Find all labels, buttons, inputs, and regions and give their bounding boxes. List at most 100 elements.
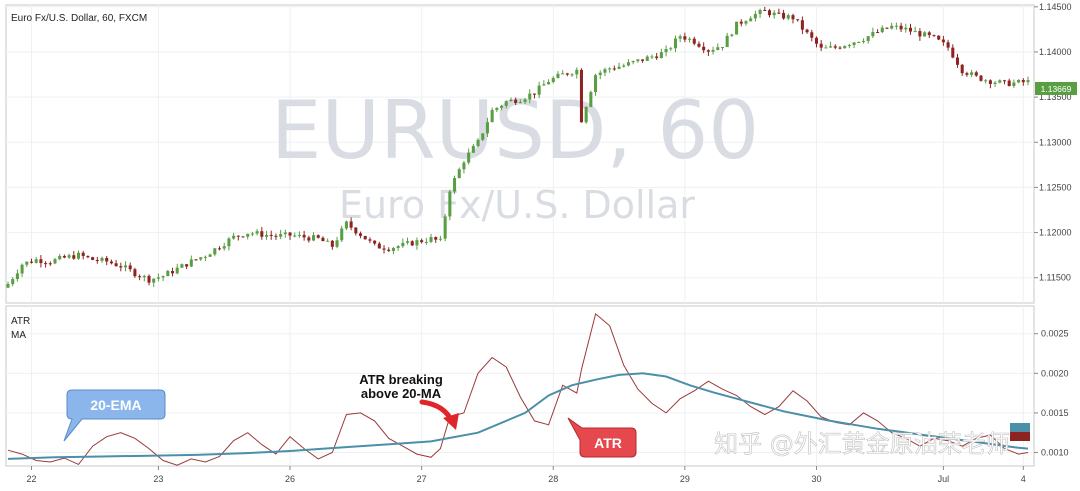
candle-up	[725, 35, 729, 48]
candle-down	[927, 32, 931, 36]
candle-up	[984, 80, 988, 82]
x-tick-label: 30	[811, 474, 821, 484]
candle-down	[114, 263, 118, 267]
candle-up	[528, 93, 532, 100]
watermark-description: Euro Fx/U.S. Dollar	[339, 183, 695, 227]
candle-down	[814, 37, 819, 44]
candle-up	[1017, 80, 1021, 83]
x-tick-label: 4	[1021, 474, 1026, 484]
indicator-lines-layer	[7, 313, 1029, 466]
candle-down	[941, 39, 945, 43]
candle-down	[363, 235, 367, 240]
candle-up	[589, 92, 593, 107]
candle-down	[368, 239, 372, 241]
ema-last-value-marker	[1010, 423, 1030, 432]
candle-up	[166, 270, 170, 277]
candle-down	[316, 235, 320, 238]
grid-layer	[6, 5, 1034, 466]
candle-up	[462, 162, 466, 170]
candle-down	[185, 264, 189, 267]
candle-up	[594, 75, 598, 93]
candle-up	[716, 47, 720, 50]
candle-up	[518, 102, 522, 104]
candle-up	[542, 84, 546, 86]
candle-down	[62, 255, 66, 258]
candle-up	[415, 240, 419, 246]
candle-up	[857, 41, 861, 43]
candle-up	[913, 31, 917, 33]
candle-up	[861, 40, 866, 42]
candle-down	[359, 233, 363, 236]
candle-down	[946, 42, 950, 48]
candle-down	[782, 12, 786, 19]
candle-up	[575, 69, 579, 75]
candle-up	[504, 101, 508, 106]
candle-up	[664, 49, 668, 53]
candle-down	[819, 43, 823, 48]
candle-up	[970, 72, 974, 75]
candle-up	[76, 252, 81, 259]
candle-down	[1021, 80, 1025, 83]
candle-up	[749, 18, 753, 22]
candle-up	[904, 27, 908, 30]
candle-up	[457, 169, 461, 179]
candle-down	[260, 231, 264, 237]
candle-down	[1002, 80, 1007, 82]
ema-callout-bubble	[63, 389, 166, 442]
candle-up	[20, 264, 24, 274]
candle-up	[758, 9, 762, 14]
candle-down	[885, 27, 889, 29]
candle-up	[246, 233, 250, 237]
candle-up	[180, 264, 184, 268]
candle-up	[871, 32, 875, 37]
candle-up	[688, 38, 692, 40]
price-y-tick-label: 1.13500	[1039, 92, 1072, 102]
candle-up	[753, 13, 757, 19]
candle-down	[91, 257, 95, 260]
breakout-text-line1: ATR breaking	[359, 372, 443, 387]
candle-up	[391, 247, 395, 251]
candle-down	[138, 276, 142, 278]
candle-up	[645, 56, 649, 61]
price-y-tick-label: 1.13000	[1039, 137, 1072, 147]
candle-up	[847, 45, 851, 47]
x-tick-label: 26	[285, 474, 295, 484]
atr-callout-label: ATR	[594, 435, 622, 451]
candle-up	[1012, 82, 1016, 86]
candle-up	[161, 276, 165, 278]
candle-up	[213, 248, 217, 255]
candle-up	[720, 47, 724, 49]
candle-up	[735, 21, 739, 35]
candle-up	[786, 15, 790, 19]
price-panel	[5, 4, 1035, 304]
candle-up	[852, 42, 856, 46]
candle-down	[29, 261, 34, 263]
candle-down	[349, 221, 353, 228]
candle-down	[434, 237, 438, 240]
candle-down	[410, 241, 414, 246]
candle-up	[255, 231, 259, 234]
price-y-tick-label: 1.14500	[1039, 2, 1072, 12]
candle-up	[232, 235, 236, 239]
candle-down	[805, 29, 809, 33]
candle-up	[523, 99, 527, 103]
candle-up	[312, 235, 316, 241]
ema-callout: 20-EMA	[63, 389, 166, 442]
candle-up	[843, 46, 847, 49]
candle-down	[767, 10, 772, 16]
price-badge-bg	[1035, 82, 1077, 95]
indicator-y-tick-label: 0.0025	[1041, 329, 1069, 339]
candle-down	[833, 46, 837, 48]
price-y-tick-label: 1.14000	[1039, 47, 1072, 57]
candle-down	[274, 235, 278, 237]
candle-down	[44, 263, 48, 265]
candle-up	[669, 48, 673, 50]
candle-up	[227, 238, 231, 247]
candle-up	[923, 32, 927, 37]
candle-up	[824, 47, 828, 49]
candles-layer	[6, 6, 1030, 289]
x-tick-label: Jul	[938, 474, 950, 484]
candle-down	[269, 234, 273, 236]
candle-up	[650, 56, 654, 58]
